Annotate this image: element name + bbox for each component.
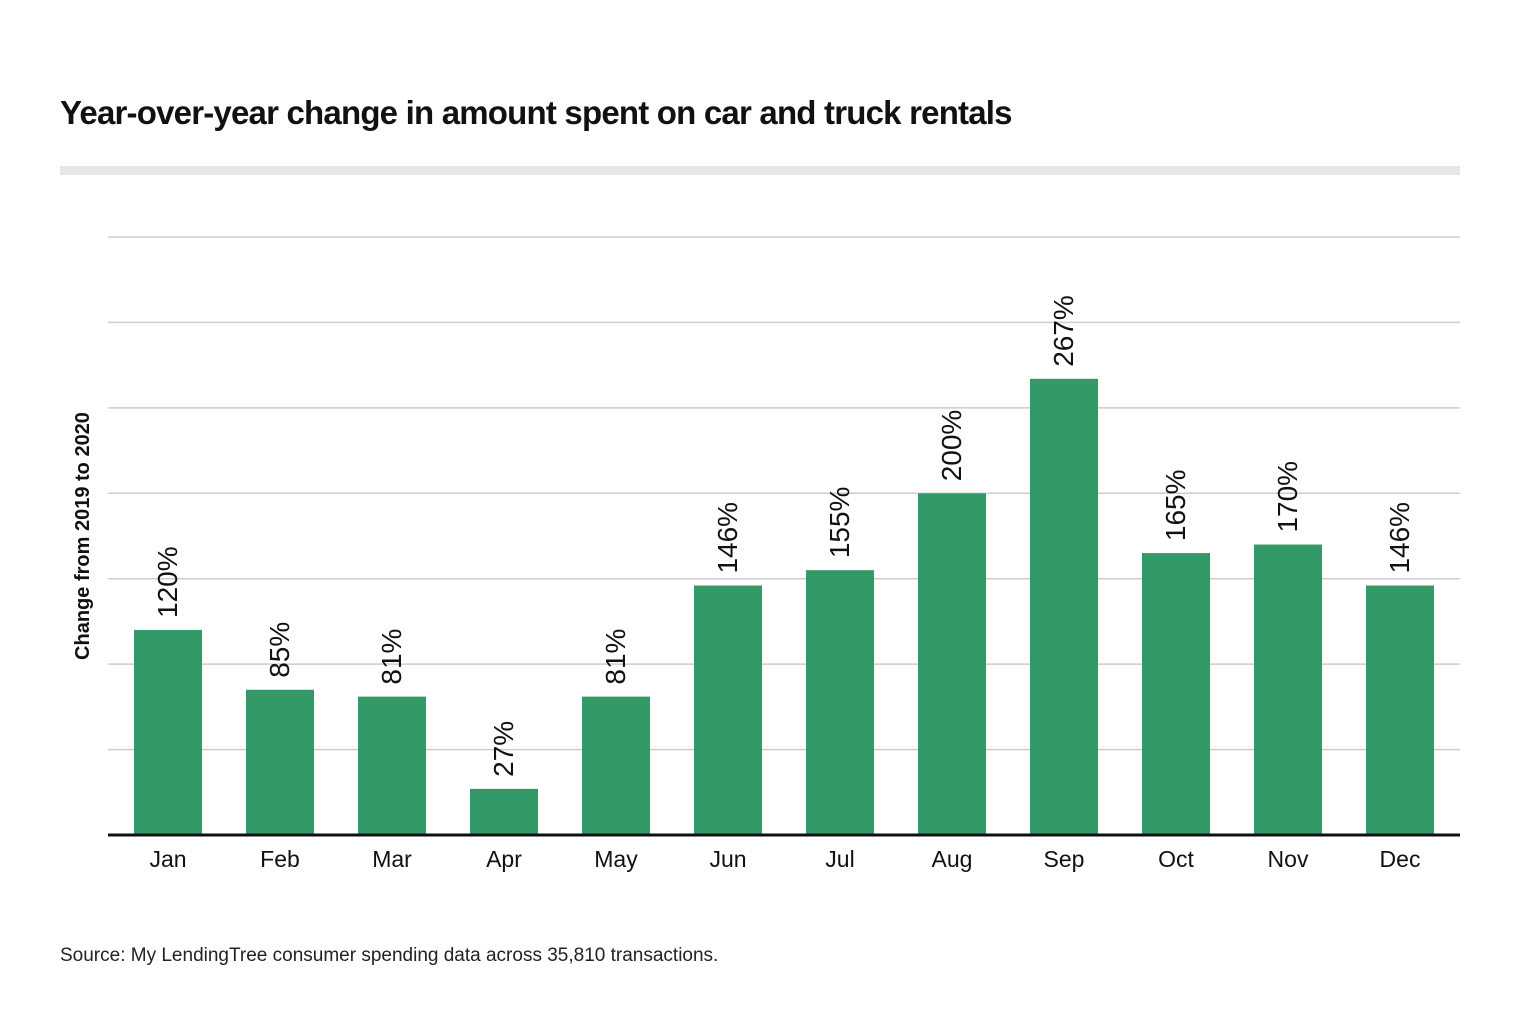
bar-mar: [358, 696, 426, 835]
x-tick-label: May: [594, 846, 638, 872]
data-label: 27%: [488, 721, 519, 777]
bar-sep: [1030, 378, 1098, 835]
data-label: 81%: [600, 629, 631, 685]
x-tick-label: Dec: [1380, 846, 1421, 872]
x-tick-label: Nov: [1268, 846, 1309, 872]
data-label: 85%: [264, 622, 295, 678]
data-label: 120%: [152, 546, 183, 618]
data-label: 155%: [824, 487, 855, 559]
x-tick-label: Jul: [825, 846, 854, 872]
x-tick-label: Feb: [260, 846, 300, 872]
bar-jan: [134, 629, 202, 835]
bar-may: [582, 696, 650, 835]
data-label: 146%: [1384, 502, 1415, 574]
source-note: Source: My LendingTree consumer spending…: [60, 945, 719, 966]
bar-jul: [806, 570, 874, 835]
data-label: 146%: [712, 502, 743, 574]
bar-oct: [1142, 553, 1210, 835]
data-label: 267%: [1048, 295, 1079, 367]
chart-title: Year-over-year change in amount spent on…: [60, 94, 1013, 131]
x-tick-label: Aug: [932, 846, 973, 872]
x-tick-label: Jun: [709, 846, 746, 872]
data-label: 170%: [1272, 461, 1303, 533]
x-tick-label: Oct: [1158, 846, 1194, 872]
x-tick-label: Apr: [486, 846, 522, 872]
bar-nov: [1254, 544, 1322, 835]
data-label: 165%: [1160, 469, 1191, 541]
bar-apr: [470, 788, 538, 835]
bar-feb: [246, 689, 314, 835]
bar-aug: [918, 493, 986, 835]
x-tick-label: Mar: [372, 846, 412, 872]
bar-jun: [694, 585, 762, 835]
title-divider: [60, 166, 1460, 175]
x-tick-label: Sep: [1044, 846, 1085, 872]
bar-dec: [1366, 585, 1434, 835]
y-axis-label: Change from 2019 to 2020: [72, 412, 94, 660]
data-label: 81%: [376, 629, 407, 685]
x-tick-label: Jan: [149, 846, 186, 872]
data-label: 200%: [936, 410, 967, 482]
